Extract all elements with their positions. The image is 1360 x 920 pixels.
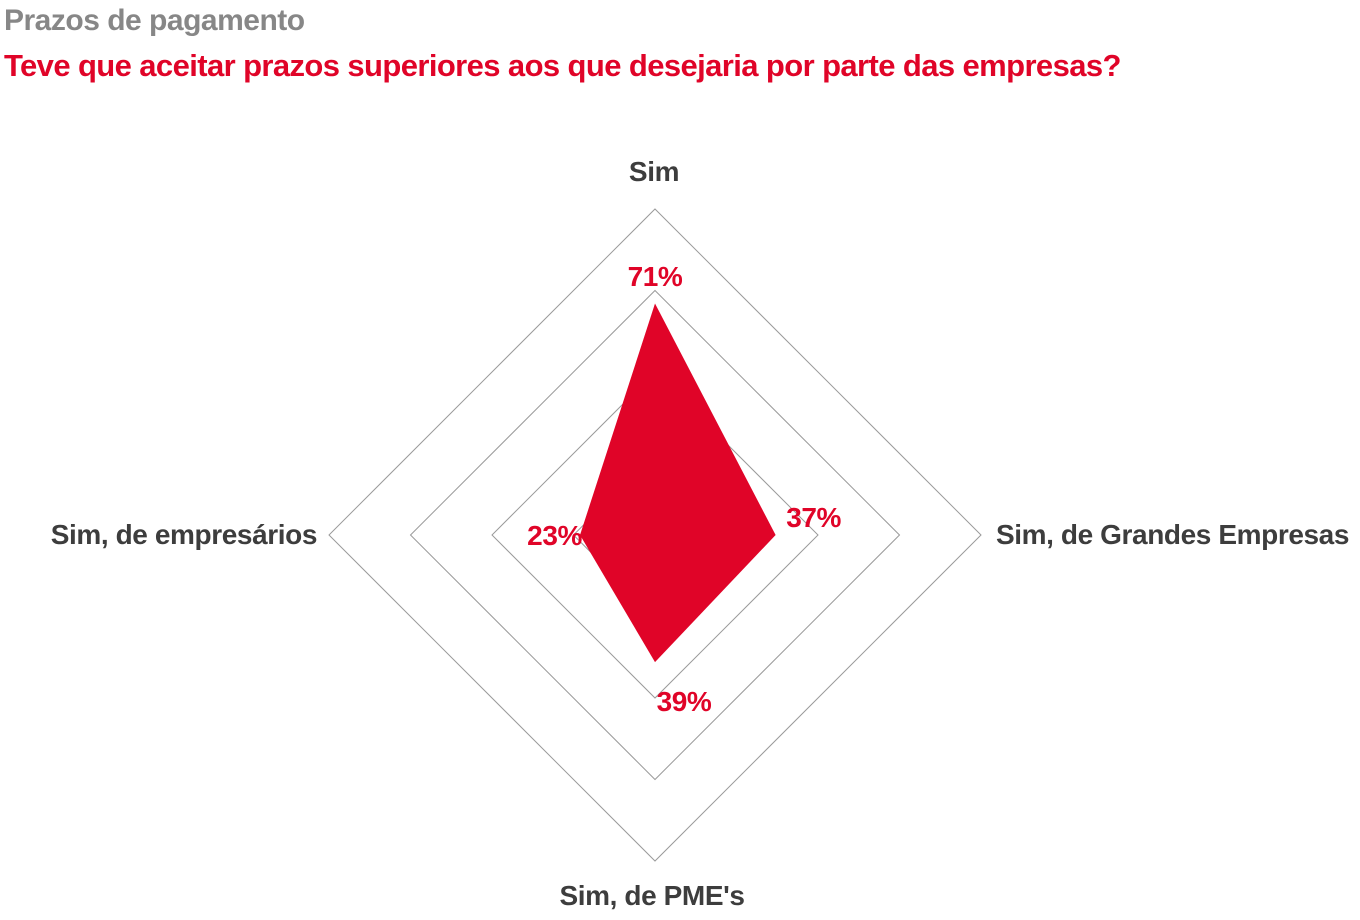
grid-ring-100 bbox=[328, 208, 982, 862]
value-label-pmes: 39% bbox=[656, 686, 712, 718]
data-polygon bbox=[580, 303, 776, 663]
chart-title: Teve que aceitar prazos superiores aos q… bbox=[4, 48, 1121, 83]
axis-label-grandes-empresas: Sim, de Grandes Empresas bbox=[996, 519, 1350, 550]
grid-ring-75 bbox=[409, 289, 901, 781]
grid-ring-50 bbox=[491, 371, 819, 699]
axis-label-empresarios: Sim, de empresários bbox=[50, 519, 318, 550]
axis-label-pmes: Sim, de PME's bbox=[559, 880, 745, 911]
value-label-sim: 71% bbox=[627, 260, 683, 292]
axis-label-sim: Sim bbox=[628, 156, 680, 187]
value-label-grandes-empresas: 37% bbox=[786, 502, 842, 533]
value-label-empresarios: 23% bbox=[527, 520, 583, 551]
chart-kicker: Prazos de pagamento bbox=[4, 4, 305, 37]
